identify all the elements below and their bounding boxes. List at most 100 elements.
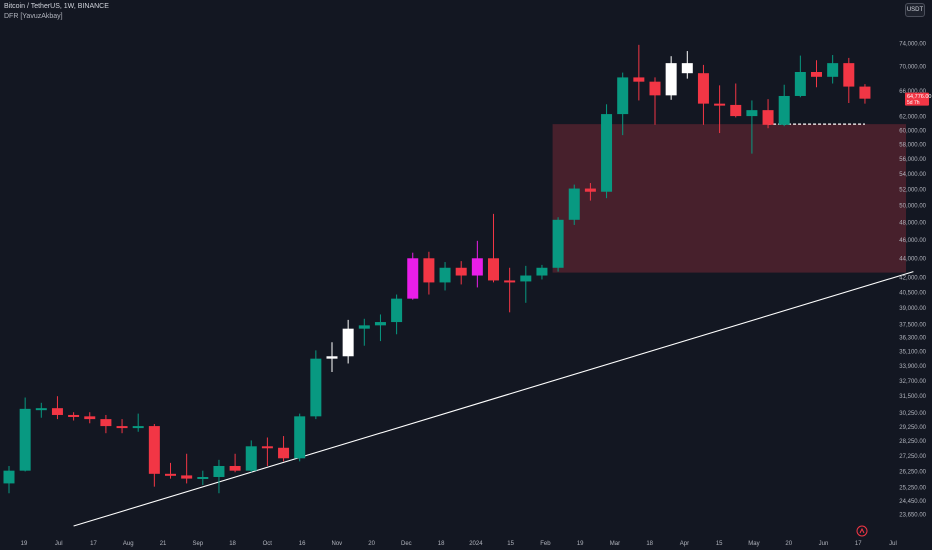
candle-body <box>407 258 419 299</box>
candle-body <box>116 426 128 429</box>
candle[interactable] <box>229 453 241 473</box>
candle[interactable] <box>746 100 758 154</box>
x-tick-label: 20 <box>368 541 375 547</box>
candle[interactable] <box>697 64 709 125</box>
candle[interactable] <box>358 318 370 346</box>
candle[interactable] <box>859 84 871 104</box>
candle-body <box>746 110 758 117</box>
candle[interactable] <box>197 470 209 486</box>
candle[interactable] <box>811 60 822 88</box>
y-tick-label: 32,700.00 <box>899 379 926 385</box>
candle[interactable] <box>552 217 564 272</box>
x-tick-label: Jul <box>55 541 63 547</box>
candle[interactable] <box>116 419 128 434</box>
candle-body <box>245 446 257 471</box>
candle[interactable] <box>407 252 419 300</box>
candle[interactable] <box>633 44 645 101</box>
candle[interactable] <box>261 437 273 466</box>
candle[interactable] <box>51 396 63 420</box>
y-tick-label: 52,000.00 <box>899 187 926 193</box>
candle[interactable] <box>794 55 806 98</box>
candle[interactable] <box>374 314 386 342</box>
price-axis[interactable]: 74,000.00 70,000.00 66,000.00 62,000.00 60,0… <box>899 42 926 519</box>
candle[interactable] <box>601 104 613 199</box>
candle-body <box>68 414 80 417</box>
candle[interactable] <box>342 319 354 364</box>
candle[interactable] <box>35 402 47 418</box>
x-tick-label: Oct <box>263 541 273 547</box>
candle[interactable] <box>617 72 629 136</box>
tradingview-logo-icon[interactable] <box>856 525 868 537</box>
candle-body <box>423 258 435 283</box>
candle-body <box>601 114 613 192</box>
candle-body <box>439 267 451 283</box>
trendline[interactable] <box>73 271 914 527</box>
y-tick-label: 33,900.00 <box>899 364 926 370</box>
candle[interactable] <box>132 413 144 432</box>
candle[interactable] <box>148 423 160 487</box>
candle[interactable] <box>730 83 742 118</box>
candle-body <box>471 258 483 276</box>
candle-body <box>649 81 661 96</box>
candle[interactable] <box>68 412 80 421</box>
candle-body <box>229 465 241 471</box>
candle[interactable] <box>649 77 661 125</box>
last-price-value: 64,776.00 <box>907 94 931 100</box>
candle[interactable] <box>762 99 774 129</box>
candle-body <box>326 356 338 359</box>
candle-body <box>455 267 467 276</box>
currency-button[interactable]: USDT <box>905 3 925 17</box>
x-tick-label: Sep <box>192 541 203 547</box>
candle[interactable] <box>681 51 693 79</box>
candle[interactable] <box>181 453 193 484</box>
candle[interactable] <box>488 213 499 283</box>
y-tick-label: 26,250.00 <box>899 469 926 475</box>
candle[interactable] <box>326 342 338 373</box>
candle[interactable] <box>213 459 225 494</box>
candle[interactable] <box>294 413 306 462</box>
time-axis[interactable]: 19 Jul 17 Aug 21 Sep 18 Oct 16 Nov 20 Dec 18 2024 15 Fe… <box>21 541 897 547</box>
x-tick-label: 19 <box>21 541 28 547</box>
candle[interactable] <box>827 55 839 84</box>
candle-body <box>132 426 144 429</box>
last-price-badge <box>905 92 929 106</box>
candle[interactable] <box>778 84 790 127</box>
candle[interactable] <box>391 294 403 335</box>
candle[interactable] <box>423 251 435 295</box>
y-tick-label: 50,000.00 <box>899 204 926 210</box>
candle-body <box>730 104 742 117</box>
candle[interactable] <box>278 436 290 462</box>
y-tick-label: 74,000.00 <box>899 42 926 48</box>
x-tick-label: 2024 <box>469 541 483 547</box>
candle[interactable] <box>19 397 31 472</box>
candle[interactable] <box>665 56 677 100</box>
candle[interactable] <box>84 412 96 424</box>
y-tick-label: 23,650.00 <box>899 512 926 518</box>
y-tick-label: 54,000.00 <box>899 172 926 178</box>
candle[interactable] <box>439 262 451 291</box>
candle[interactable] <box>471 240 483 288</box>
candle[interactable] <box>455 261 467 285</box>
candle[interactable] <box>100 414 112 434</box>
candle[interactable] <box>843 57 855 103</box>
candle-body <box>358 325 370 329</box>
candle-body <box>3 470 15 484</box>
candle[interactable] <box>520 265 532 303</box>
candles-layer <box>3 44 871 494</box>
candle-body <box>488 258 499 281</box>
indicator-label[interactable]: DFR [YavuzAkbay] <box>4 13 63 20</box>
candle[interactable] <box>536 264 548 280</box>
candle[interactable] <box>165 462 176 479</box>
candle[interactable] <box>310 350 322 420</box>
candle[interactable] <box>584 183 596 201</box>
y-tick-label: 42,000.00 <box>899 275 926 281</box>
candle[interactable] <box>3 465 15 494</box>
y-tick-label: 29,250.00 <box>899 425 926 431</box>
candle[interactable] <box>504 267 516 313</box>
candle-body <box>35 408 47 411</box>
candle[interactable] <box>714 85 726 134</box>
candle[interactable] <box>245 440 257 473</box>
candle[interactable] <box>568 184 580 225</box>
candle-body <box>294 416 306 459</box>
